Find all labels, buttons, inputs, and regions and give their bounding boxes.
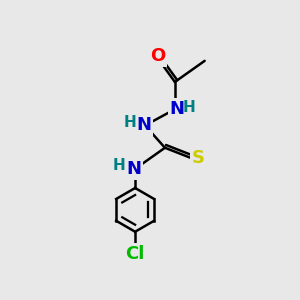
Text: H: H (112, 158, 125, 173)
Text: O: O (150, 47, 165, 65)
Text: S: S (192, 149, 205, 167)
Text: H: H (123, 116, 136, 130)
Text: Cl: Cl (125, 245, 145, 263)
Text: N: N (126, 160, 141, 178)
Text: N: N (136, 116, 151, 134)
Text: H: H (183, 100, 196, 115)
Text: N: N (170, 100, 185, 118)
